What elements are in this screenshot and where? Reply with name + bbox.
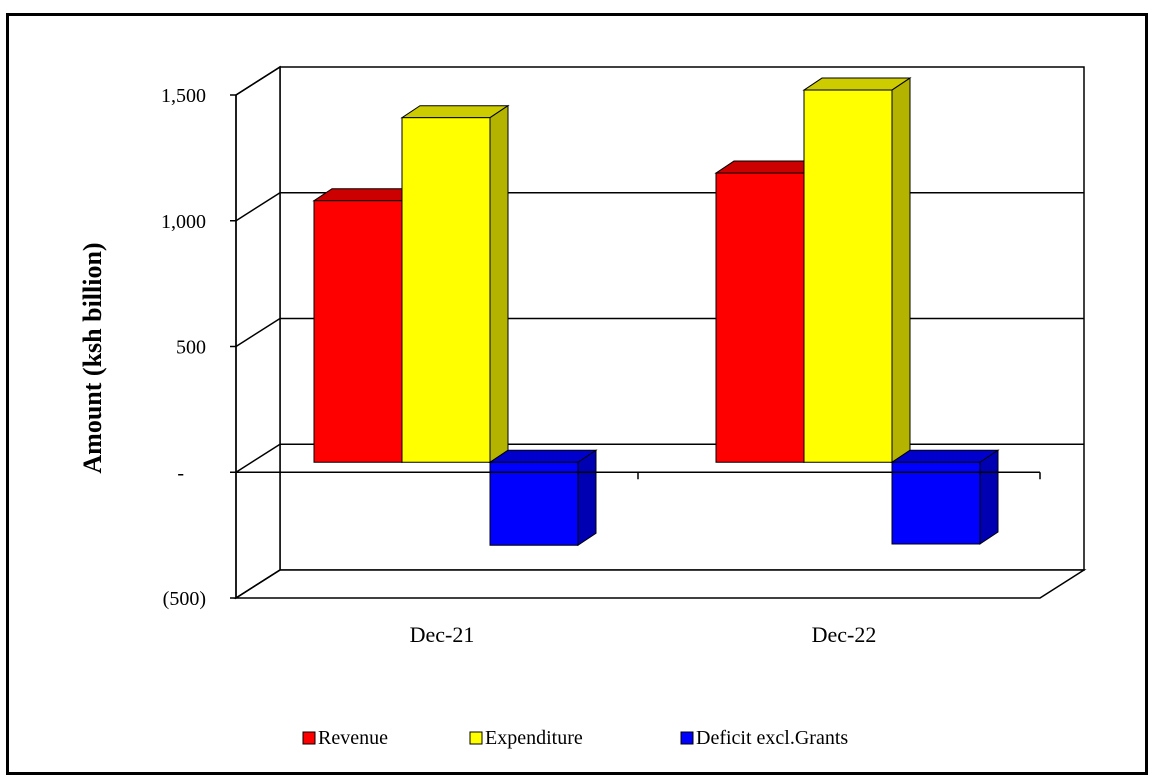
legend-item: Deficit excl.Grants (680, 727, 848, 749)
bar-side (577, 449, 597, 547)
legend-item: Revenue (302, 727, 388, 749)
bar-expenditure-dec-22 (802, 77, 912, 464)
x-tick-labels: Dec-21 Dec-22 (410, 622, 877, 647)
gridline-side (235, 443, 281, 473)
bar-front (313, 200, 403, 463)
bars (312, 77, 1000, 547)
bar-deficit-excl-grants-dec-22 (890, 449, 1000, 545)
bar-side (979, 449, 999, 545)
bar-side (489, 104, 509, 464)
y-tick-labels: (500) - 500 1,000 1,500 (161, 85, 206, 610)
y-tick-label: 1,000 (161, 211, 206, 233)
gridline-side (235, 66, 281, 96)
y-tick-label: (500) (163, 588, 206, 610)
bar-front (401, 117, 491, 463)
y-tick-label: 500 (176, 337, 206, 359)
axes (230, 94, 1041, 599)
legend-label: Expenditure (485, 727, 583, 749)
legend-label: Deficit excl.Grants (696, 727, 848, 749)
y-axis-label: Amount (ksh billion) (78, 242, 107, 473)
legend-swatch (469, 731, 483, 745)
y-tick-label: 1,500 (161, 85, 206, 107)
x-tick-label: Dec-22 (812, 622, 877, 647)
legend-item: Expenditure (469, 727, 583, 749)
y-tick-label: - (177, 462, 184, 484)
bar-expenditure-dec-21 (400, 104, 510, 464)
bar-deficit-excl-grants-dec-21 (488, 449, 598, 547)
bar-front (891, 461, 981, 545)
bar-front (803, 89, 893, 463)
legend-label: Revenue (318, 727, 388, 749)
x-tick-label: Dec-21 (410, 622, 475, 647)
gridline-side (235, 192, 281, 222)
legend-swatch (302, 731, 316, 745)
legend-swatch (680, 731, 694, 745)
gridline-side (235, 317, 281, 348)
bar-side (891, 77, 911, 464)
gridline-side (235, 569, 281, 599)
legend: Revenue Expenditure Deficit excl.Grants (302, 727, 848, 749)
bar-front (715, 172, 805, 463)
floor (233, 569, 1087, 599)
bar-front (489, 461, 579, 546)
